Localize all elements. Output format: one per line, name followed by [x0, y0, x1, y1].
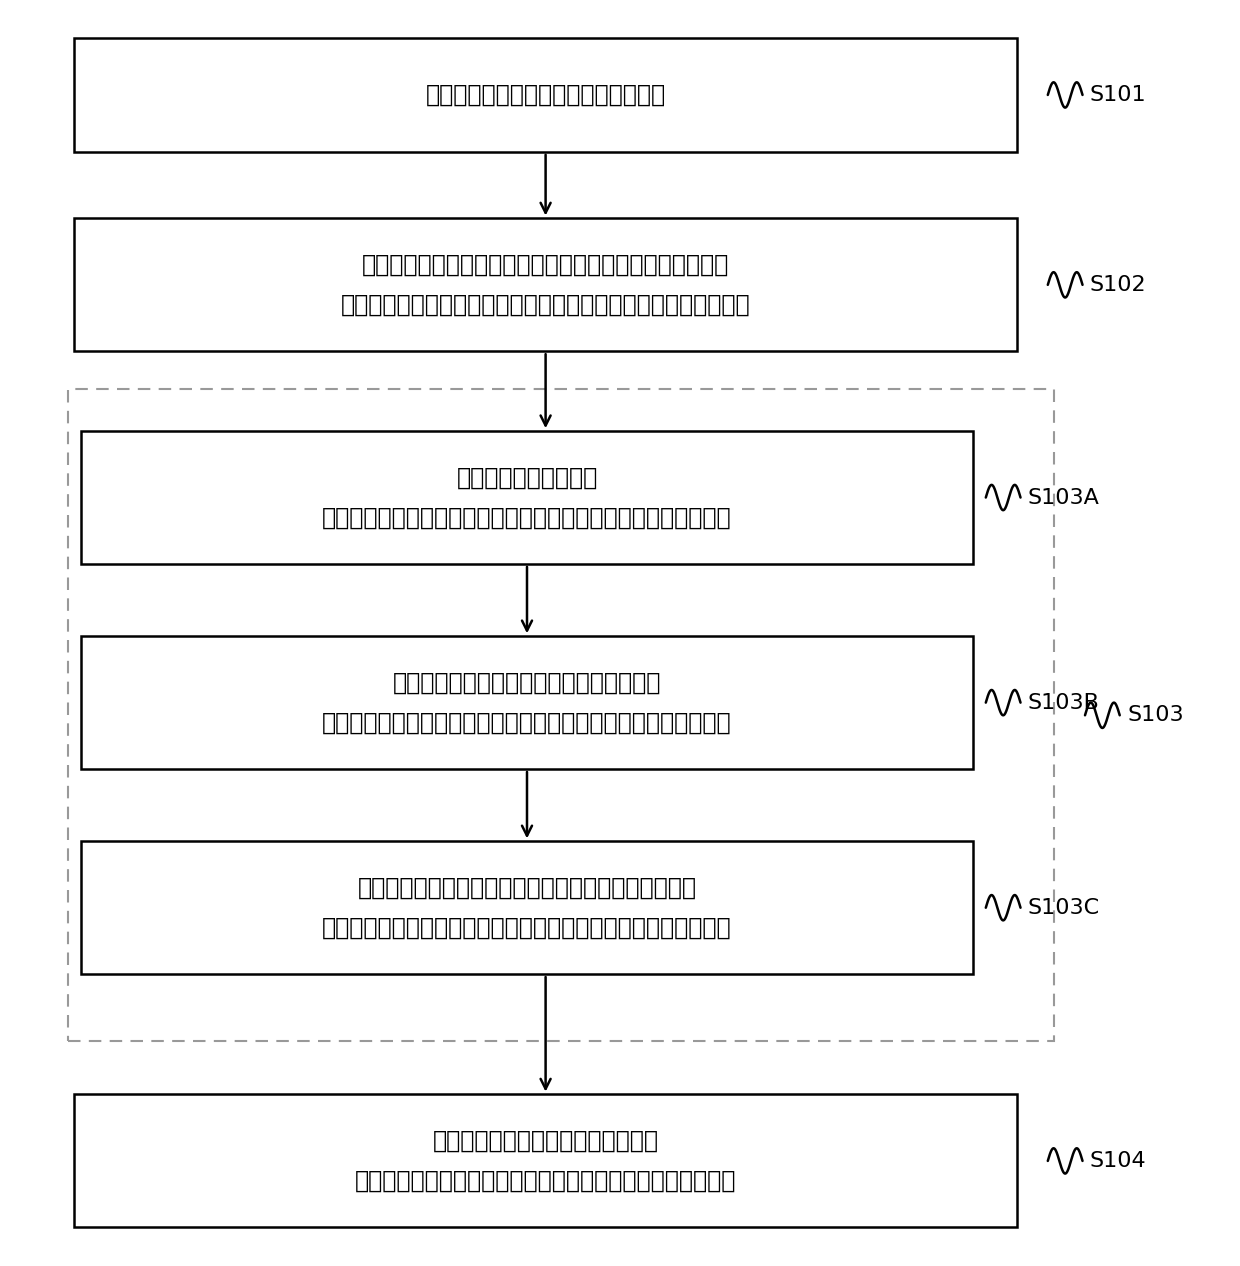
Text: S104: S104	[1090, 1151, 1147, 1171]
Text: 长卷积核进行加权求和运算，得到运算结果: 长卷积核进行加权求和运算，得到运算结果	[393, 671, 661, 694]
Text: 感知图像进行识别，确定出所述目标线状物图像的特征信息: 感知图像进行识别，确定出所述目标线状物图像的特征信息	[362, 253, 729, 276]
Text: S103: S103	[1127, 705, 1184, 725]
Text: S103A: S103A	[1028, 487, 1100, 508]
Bar	[81, 432, 973, 565]
Text: S103C: S103C	[1028, 898, 1100, 918]
Text: 获取自动驾驶车辆的第一视觉感知图像: 获取自动驾驶车辆的第一视觉感知图像	[425, 84, 666, 106]
Text: 结果进行识别，确定出所述目标线状物图像的尺寸信息: 结果进行识别，确定出所述目标线状物图像的尺寸信息	[357, 876, 697, 899]
Text: S101: S101	[1090, 85, 1147, 105]
Bar	[74, 218, 1017, 351]
Bar	[81, 842, 973, 975]
Bar	[81, 636, 973, 768]
Text: 分别将每一个所述特征矩阵与所述细长卷积核神经网络模型中的细: 分别将每一个所述特征矩阵与所述细长卷积核神经网络模型中的细	[322, 711, 732, 734]
Text: 分为等间距的特征矩阵: 分为等间距的特征矩阵	[456, 466, 598, 489]
Bar	[74, 1094, 1017, 1228]
Text: S102: S102	[1090, 275, 1147, 295]
Text: 沿着所述目标线状物的形态，将所述目标线状物图像的特征信息划: 沿着所述目标线状物的形态，将所述目标线状物图像的特征信息划	[322, 506, 732, 529]
Text: 根据细长卷积核神经网络模型中的底层神经网络层对所述第一视觉: 根据细长卷积核神经网络模型中的底层神经网络层对所述第一视觉	[341, 294, 750, 316]
Text: 将所述目标线状物图像的尺寸信息与预设坐标系地图信息进行: 将所述目标线状物图像的尺寸信息与预设坐标系地图信息进行	[355, 1170, 737, 1193]
Bar	[74, 38, 1017, 152]
Text: S103B: S103B	[1028, 693, 1100, 713]
Text: 根据所述细长卷积核神经网络模型中的高层神经网络层对所述运算: 根据所述细长卷积核神经网络模型中的高层神经网络层对所述运算	[322, 917, 732, 939]
Text: 匹配，确定所述自动驾驶车辆的位置: 匹配，确定所述自动驾驶车辆的位置	[433, 1129, 658, 1152]
Bar	[68, 389, 1054, 1041]
